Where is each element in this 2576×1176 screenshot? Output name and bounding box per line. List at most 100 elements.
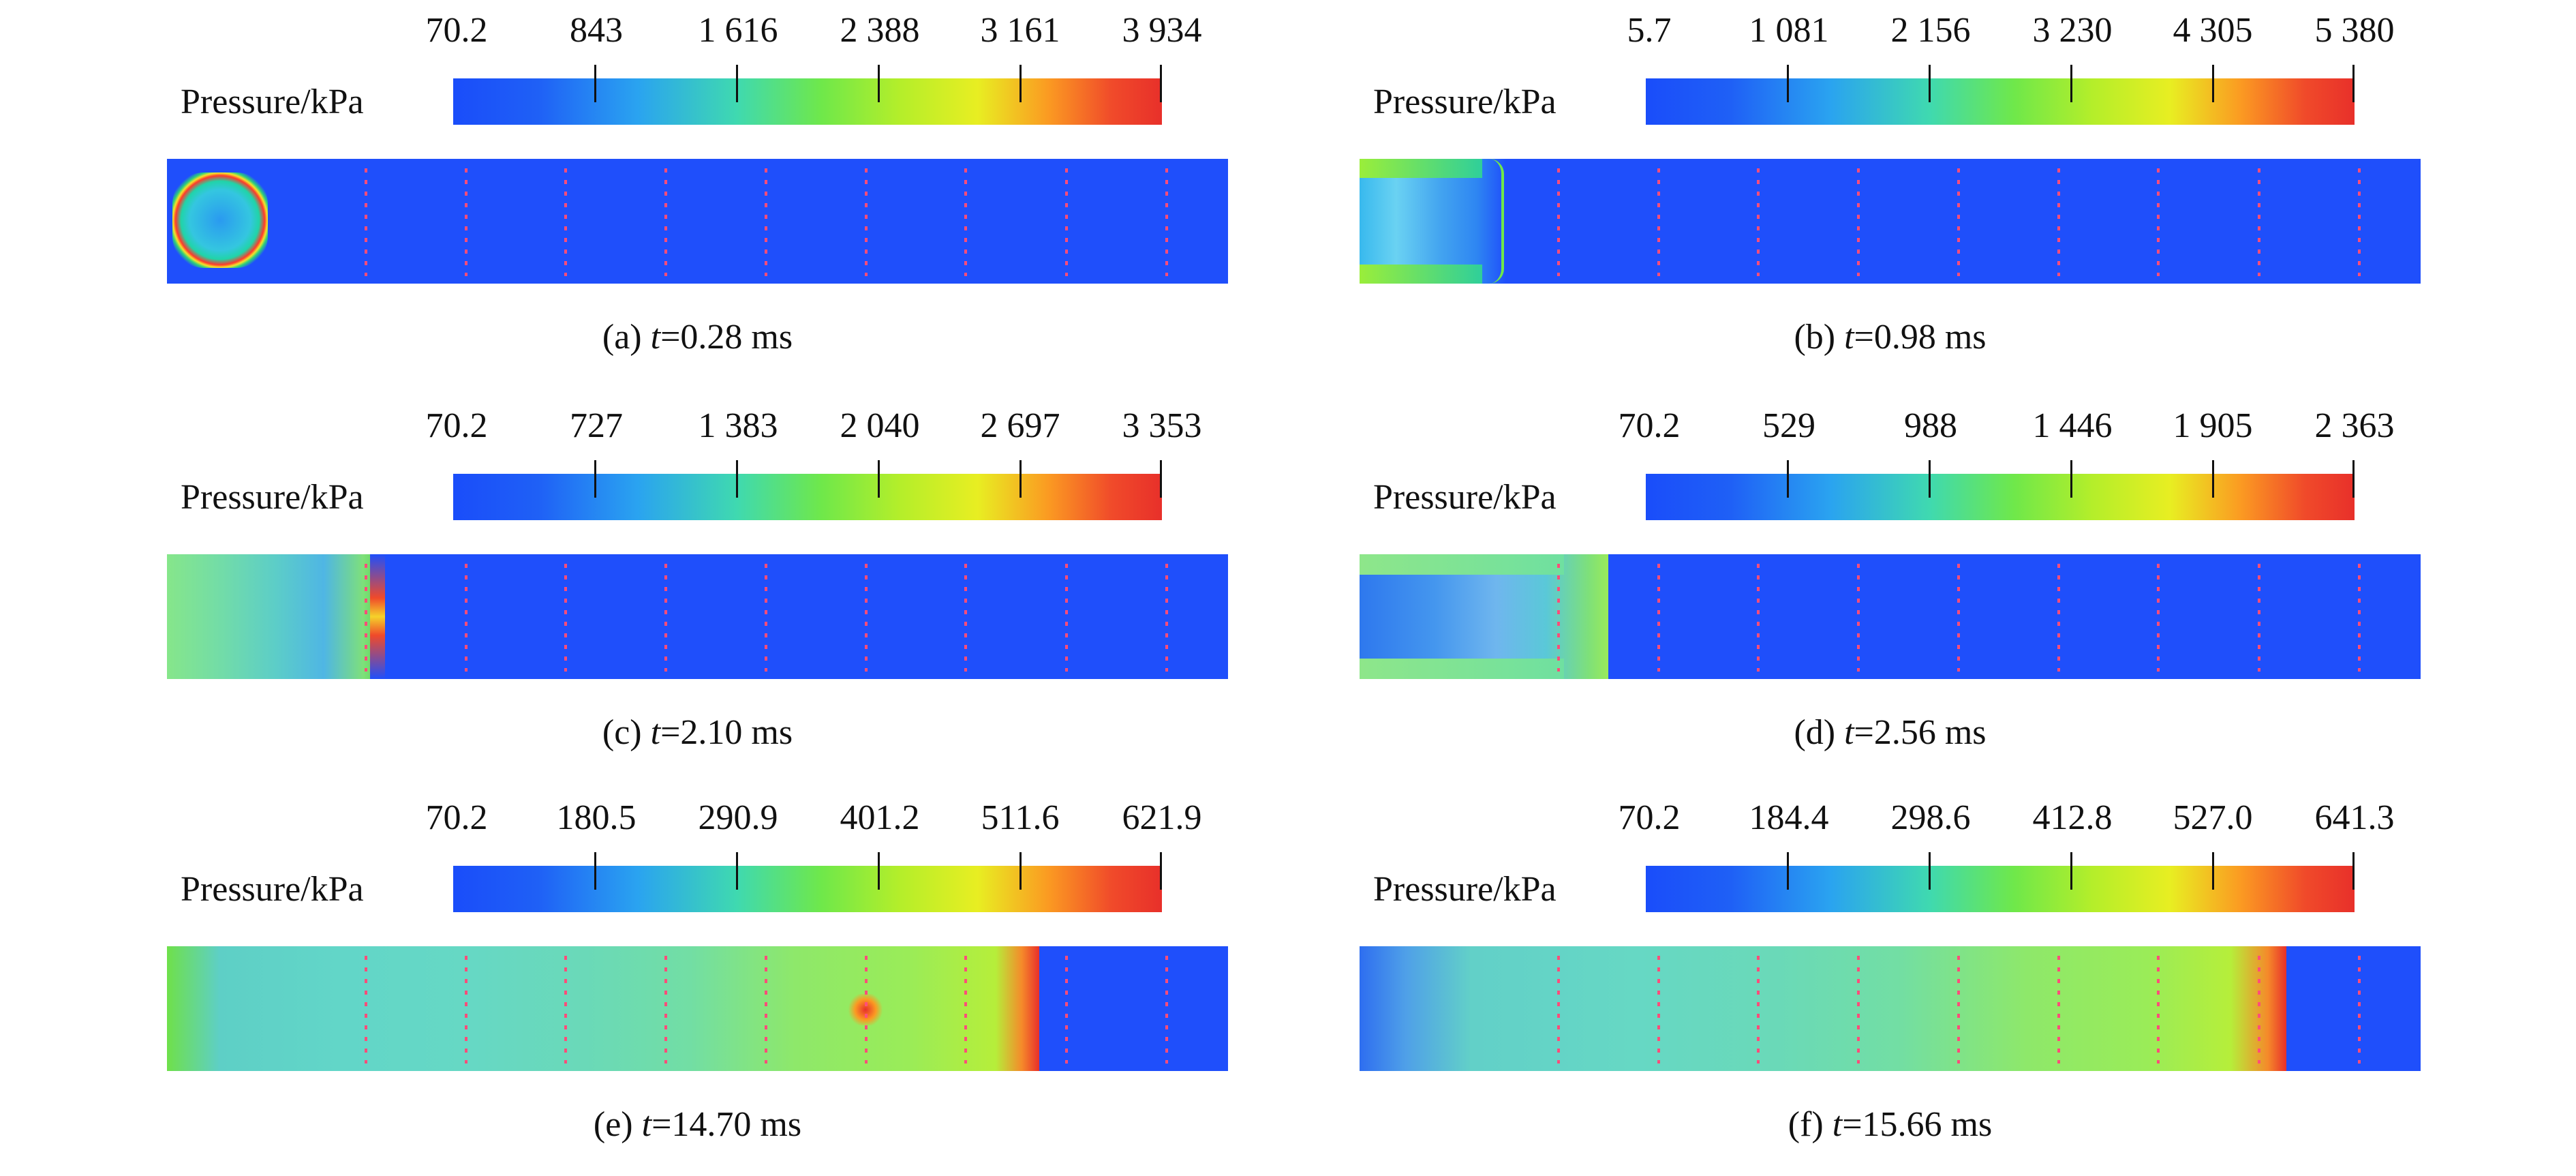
gauge-marker-line — [2358, 956, 2361, 1064]
gauge-marker-line — [2157, 564, 2160, 672]
wall-reflection-bottom — [1360, 265, 1482, 284]
colorbar-tick-labels: 70.2 529 988 1 446 1 905 2 363 — [1360, 406, 2559, 460]
gauge-marker-line — [1657, 564, 1660, 672]
gauge-marker-line — [1657, 956, 1660, 1064]
colorbar — [453, 852, 1162, 912]
colorbar-tick — [1160, 852, 1162, 890]
caption-time-variable: t — [1844, 713, 1854, 752]
caption-time-variable: t — [650, 713, 661, 752]
tick-label: 527.0 — [2173, 798, 2253, 837]
colorbar-tick-labels: 5.7 1 081 2 156 3 230 4 305 5 380 — [1360, 10, 2559, 65]
gauge-marker-line — [964, 956, 967, 1064]
gauge-marker-line — [765, 168, 767, 276]
tick-label: 70.2 — [1618, 798, 1681, 837]
tick-label: 988 — [1904, 406, 1957, 445]
tick-label: 5 380 — [2314, 11, 2395, 50]
colorbar-tick — [2352, 460, 2355, 498]
colorbar-tick — [2352, 852, 2355, 890]
tick-label: 70.2 — [425, 798, 488, 837]
tick-label: 641.3 — [2314, 798, 2395, 837]
caption-label: (f) — [1788, 1105, 1824, 1144]
caption-time-value: =2.56 ms — [1854, 713, 1987, 752]
caption-label: (b) — [1794, 318, 1836, 357]
gauge-marker-line — [1557, 564, 1560, 672]
gauge-marker-line — [2057, 956, 2060, 1064]
colorbar-tick — [594, 65, 596, 102]
tick-label: 70.2 — [425, 406, 488, 445]
post-shock-region — [167, 554, 385, 679]
colorbar-title: Pressure/kPa — [1373, 870, 1557, 909]
colorbar-tick — [878, 852, 880, 890]
gauge-marker-line — [865, 956, 868, 1064]
colorbar-tick — [1929, 460, 1931, 498]
panel-e: 70.2 180.5 290.9 401.2 511.6 621.9 Press… — [167, 798, 1366, 1176]
tick-label: 412.8 — [2032, 798, 2113, 837]
tick-label: 3 230 — [2032, 11, 2113, 50]
tick-label: 70.2 — [1618, 406, 1681, 445]
tick-label: 2 156 — [1890, 11, 1971, 50]
colorbar — [1646, 65, 2355, 125]
tick-label: 2 697 — [980, 406, 1060, 445]
tick-label: 4 305 — [2173, 11, 2253, 50]
colorbar-tick — [1787, 852, 1789, 890]
gauge-marker-line — [1757, 956, 1760, 1064]
gauge-marker-line — [1857, 564, 1860, 672]
gauge-marker-line — [365, 956, 367, 1064]
wall-reflection-top — [1360, 554, 1564, 575]
panel-caption: (f) t=15.66 ms — [1360, 1103, 2421, 1147]
caption-time-variable: t — [1844, 318, 1854, 357]
panel-caption: (c) t=2.10 ms — [167, 711, 1228, 755]
colorbar-tick — [594, 852, 596, 890]
colorbar-tick — [594, 460, 596, 498]
colorbar-tick — [2070, 65, 2072, 102]
colorbar-tick-labels: 70.2 843 1 616 2 388 3 161 3 934 — [167, 10, 1366, 65]
gauge-marker-line — [2258, 564, 2260, 672]
shock-front — [1489, 159, 1504, 284]
colorbar-tick — [1019, 65, 1022, 102]
gauge-marker-line — [1657, 168, 1660, 276]
colorbar-tick — [1160, 460, 1162, 498]
colorbar — [1646, 852, 2355, 912]
caption-time-variable: t — [1832, 1105, 1843, 1144]
gauge-marker-line — [664, 168, 667, 276]
panel-b: 5.7 1 081 2 156 3 230 4 305 5 380 Pressu… — [1360, 10, 2559, 389]
gauge-marker-line — [865, 564, 868, 672]
gauge-marker-line — [1557, 956, 1560, 1064]
colorbar-tick — [2212, 460, 2214, 498]
tick-label: 1 446 — [2032, 406, 2113, 445]
colorbar-tick — [2212, 852, 2214, 890]
colorbar-tick — [1160, 65, 1162, 102]
colorbar — [453, 460, 1162, 520]
colorbar — [453, 65, 1162, 125]
gauge-marker-line — [1165, 564, 1168, 672]
gauge-marker-line — [664, 956, 667, 1064]
tick-label: 70.2 — [425, 11, 488, 50]
tick-label: 843 — [570, 11, 623, 50]
colorbar-tick — [2212, 65, 2214, 102]
colorbar-tick-labels: 70.2 180.5 290.9 401.2 511.6 621.9 — [167, 798, 1366, 852]
colorbar-title: Pressure/kPa — [1373, 82, 1557, 121]
panel-caption: (e) t=14.70 ms — [167, 1103, 1228, 1147]
gauge-marker-line — [1165, 956, 1168, 1064]
tick-label: 727 — [570, 406, 623, 445]
colorbar-title: Pressure/kPa — [181, 478, 364, 517]
caption-time-value: =0.98 ms — [1854, 318, 1987, 357]
pressure-field-tube — [1360, 554, 2421, 679]
panel-d: 70.2 529 988 1 446 1 905 2 363 Pressure/… — [1360, 406, 2559, 784]
gauge-marker-line — [1065, 956, 1068, 1064]
colorbar-tick — [1929, 852, 1931, 890]
colorbar-tick — [878, 65, 880, 102]
tick-label: 3 353 — [1122, 406, 1202, 445]
gauge-marker-line — [865, 168, 868, 276]
gauge-marker-line — [2057, 564, 2060, 672]
gauge-marker-line — [1957, 564, 1960, 672]
panel-caption: (d) t=2.56 ms — [1360, 711, 2421, 755]
gauge-marker-line — [465, 956, 467, 1064]
tick-label: 298.6 — [1890, 798, 1971, 837]
caption-time-value: =0.28 ms — [660, 318, 793, 357]
gauge-marker-line — [1065, 564, 1068, 672]
colorbar-tick — [1787, 65, 1789, 102]
colorbar-tick — [2352, 65, 2355, 102]
panel-c: 70.2 727 1 383 2 040 2 697 3 353 Pressur… — [167, 406, 1366, 784]
gauge-marker-line — [1557, 168, 1560, 276]
